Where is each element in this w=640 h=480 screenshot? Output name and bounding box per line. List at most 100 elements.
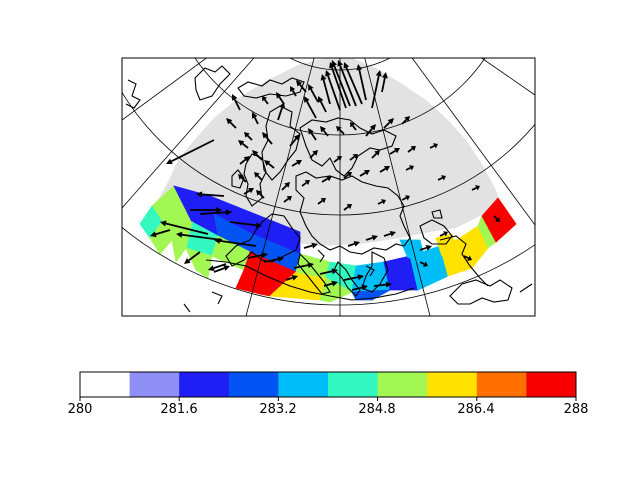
wind-vector-head: [196, 191, 203, 198]
wind-vector-shaft: [345, 67, 363, 105]
wind-vector-shaft: [277, 107, 283, 121]
wind-vector-head: [381, 72, 388, 79]
wind-vector-head: [389, 230, 396, 237]
band-cell: [399, 239, 425, 259]
wind-vector-head: [353, 240, 360, 247]
wind-vector-shaft: [263, 99, 269, 105]
wind-vector-head: [252, 112, 258, 119]
wind-vector-shaft: [439, 232, 445, 237]
wind-vector-shaft: [255, 153, 263, 161]
wind-vector-head: [404, 116, 410, 122]
wind-vector-head: [475, 185, 480, 191]
wind-vector-head: [410, 146, 416, 152]
wind-vector-shaft: [322, 129, 329, 137]
wind-vector-head: [244, 132, 250, 138]
wind-vector-shaft: [317, 199, 323, 205]
wind-vector-shaft: [219, 239, 257, 247]
wind-vector-head: [295, 160, 302, 166]
wind-vector-head: [264, 160, 271, 166]
wind-vector-shaft: [358, 69, 367, 101]
wind-vector-shaft: [401, 118, 408, 125]
wind-vector-shaft: [265, 136, 273, 145]
wind-vector-shaft: [343, 205, 349, 211]
wind-vector-shaft: [319, 100, 327, 113]
colorbar-cell: [328, 372, 379, 397]
wind-vector-head: [331, 268, 338, 275]
wind-vector-head: [304, 180, 310, 186]
wind-vector-head: [311, 242, 318, 249]
wind-vector-shaft: [241, 142, 249, 149]
wind-vector-shaft: [233, 98, 241, 111]
wind-vector-head: [318, 96, 324, 103]
wind-vector-head: [425, 244, 432, 251]
wind-vector-shaft: [437, 176, 443, 181]
wind-vector-shaft: [155, 229, 171, 236]
wind-vector-shaft: [371, 152, 378, 159]
wind-vector-shaft: [165, 222, 209, 235]
wind-vector-shaft: [365, 236, 373, 241]
wind-vector-head: [238, 174, 244, 180]
wind-vector-head: [325, 176, 332, 182]
wind-vector-head: [226, 118, 233, 125]
wind-vector-shaft: [471, 186, 477, 191]
wind-vector-shaft: [401, 196, 407, 201]
wind-vector-head: [166, 158, 173, 164]
wind-vector-shaft: [310, 132, 317, 141]
colorbar-cell: [377, 372, 428, 397]
wind-vector-head: [256, 190, 262, 196]
wind-vector-head: [243, 156, 250, 162]
wind-vector-shaft: [407, 147, 413, 153]
wind-vector-shaft: [240, 176, 247, 183]
colorbar-tick-label: 283.2: [259, 402, 297, 417]
wind-vector-shaft: [229, 121, 237, 129]
wind-vector-shaft: [247, 254, 263, 259]
colorbar-frame: [79, 371, 577, 398]
colorbar-cell: [476, 372, 527, 397]
wind-vector-shaft: [373, 283, 387, 287]
wind-vector-shaft: [188, 251, 201, 262]
wind-vector-head: [320, 74, 327, 81]
wind-vector-shaft: [303, 244, 313, 249]
wind-vector-head: [261, 252, 268, 259]
colorbar-cell: [278, 372, 329, 397]
wind-vector-head: [225, 209, 232, 216]
wind-vector-shaft: [338, 128, 345, 135]
wind-vector-head: [361, 284, 368, 291]
wind-vector-head: [296, 80, 303, 87]
map-frame: [121, 57, 536, 317]
wind-vector-shaft: [371, 75, 380, 109]
wind-vector-head: [232, 94, 238, 101]
wind-vector-head: [331, 280, 338, 287]
colorbar-tick-label: 286.4: [457, 402, 495, 417]
wind-vector-head: [383, 166, 390, 172]
wind-vector-head: [304, 96, 310, 103]
wind-vector-shaft: [377, 200, 383, 205]
wind-vector-head: [312, 150, 318, 156]
wind-vector-shaft: [319, 270, 333, 275]
wind-vector-shaft: [347, 242, 355, 247]
wind-vector-head: [184, 258, 191, 264]
colorbar-tick-label: 288: [563, 402, 589, 417]
wind-vector-shaft: [258, 192, 265, 199]
wind-vector-shaft: [429, 144, 435, 149]
wind-vector-shaft: [239, 158, 247, 165]
wind-vector-shaft: [281, 184, 288, 191]
wind-vector-head: [405, 195, 410, 201]
wind-vector-head: [441, 175, 446, 181]
wind-vector-shaft: [267, 162, 275, 169]
colorbar-cell: [526, 372, 577, 397]
wind-vector-head: [357, 274, 364, 281]
wind-vector-shaft: [343, 276, 359, 281]
wind-vector-shaft: [201, 193, 225, 197]
wind-vector-head: [356, 64, 363, 71]
wind-vector-shaft: [381, 77, 386, 93]
wind-vector-head: [433, 143, 438, 149]
wind-vector-shaft: [405, 166, 411, 171]
wind-vector-head: [307, 262, 314, 269]
wind-vector-head: [374, 150, 380, 156]
wind-vector-head: [369, 124, 376, 131]
wind-vector-shaft: [309, 152, 316, 159]
wind-vector-shaft: [263, 258, 279, 263]
wind-vector-shaft: [229, 221, 257, 227]
wind-vector-head: [375, 70, 382, 77]
